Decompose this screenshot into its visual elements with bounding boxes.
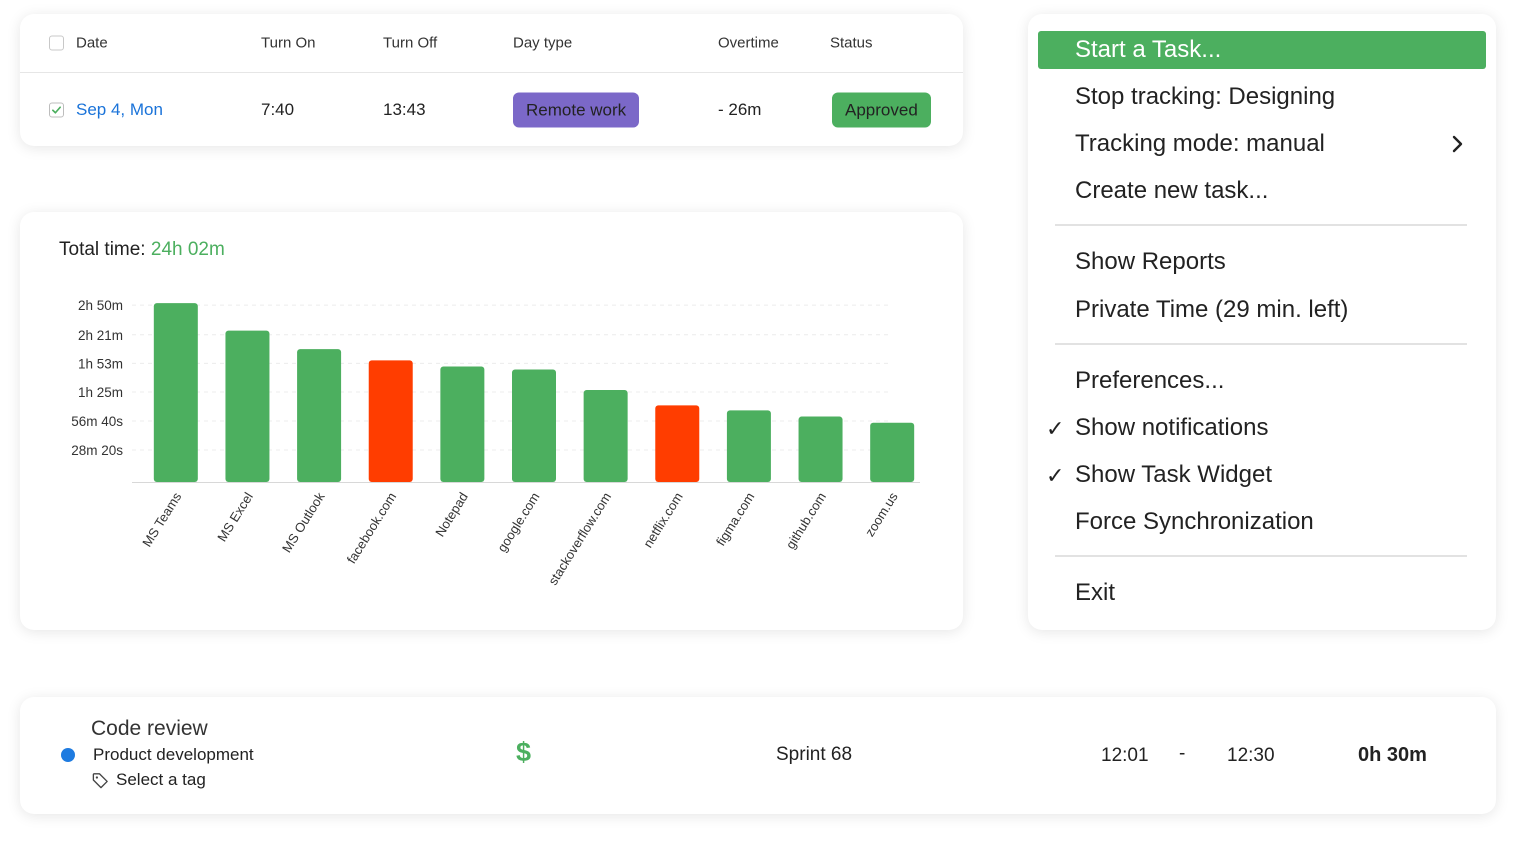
menu-item-show-notifications[interactable]: ✓ Show notifications <box>1038 409 1486 447</box>
tray-context-menu: Start a Task... Stop tracking: Designing… <box>1028 14 1496 630</box>
header-turn-off[interactable]: Turn Off <box>383 34 438 52</box>
table-row[interactable]: Sep 4, Mon 7:40 13:43 Remote work - 26m … <box>20 74 963 146</box>
x-tick-label: google.com <box>494 490 542 555</box>
bar[interactable] <box>153 303 198 482</box>
time-separator: - <box>1179 743 1186 764</box>
header-day-type[interactable]: Day type <box>513 34 573 52</box>
bar[interactable] <box>583 389 628 482</box>
x-tick-label: netflix.com <box>640 490 686 551</box>
select-all-checkbox[interactable] <box>49 35 64 51</box>
project-color-dot <box>61 748 75 762</box>
menu-item-create-task[interactable]: Create new task... <box>1038 172 1486 210</box>
task-project[interactable]: Product development <box>93 745 254 764</box>
menu-item-label: Show Reports <box>1075 248 1226 275</box>
menu-item-force-sync[interactable]: Force Synchronization <box>1038 503 1486 541</box>
x-tick-label: Notepad <box>432 490 471 540</box>
menu-divider <box>1055 555 1467 557</box>
menu-item-label: Show Task Widget <box>1075 461 1272 488</box>
x-tick-label: zoom.us <box>862 489 901 539</box>
x-tick-label: facebook.com <box>344 490 400 567</box>
tag-icon <box>92 772 108 788</box>
menu-item-preferences[interactable]: Preferences... <box>1038 362 1486 400</box>
x-tick-label: stackoverflow.com <box>545 490 614 588</box>
x-tick-label: github.com <box>783 490 829 552</box>
checkmark-icon: ✓ <box>1046 463 1065 488</box>
app-usage-chart-card: Total time: 24h 02m 28m 20s 56m 40s 1h 25m… <box>20 212 963 630</box>
bar[interactable] <box>655 405 700 482</box>
header-date[interactable]: Date <box>76 34 108 52</box>
bar[interactable] <box>512 369 556 482</box>
menu-item-show-task-widget[interactable]: ✓ Show Task Widget <box>1038 456 1486 494</box>
task-entry-row[interactable]: Code review Product development Select a… <box>20 697 1496 814</box>
y-tick-label: 1h 53m <box>78 356 123 371</box>
menu-item-exit[interactable]: Exit <box>1038 574 1486 612</box>
task-sprint[interactable]: Sprint 68 <box>776 744 853 765</box>
x-tick-label: MS Excel <box>214 490 256 545</box>
tag-selector[interactable]: Select a tag <box>91 770 206 790</box>
row-overtime: - 26m <box>718 100 762 119</box>
menu-item-label: Stop tracking: Designing <box>1075 83 1336 110</box>
checkmark-icon <box>52 106 61 114</box>
day-type-badge[interactable]: Remote work <box>513 92 640 128</box>
task-duration: 0h 30m <box>1358 744 1427 766</box>
menu-item-label: Exit <box>1075 579 1116 606</box>
bar[interactable] <box>870 422 915 482</box>
bar[interactable] <box>225 330 270 482</box>
task-start-time[interactable]: 12:01 <box>1101 745 1149 766</box>
row-date-link[interactable]: Sep 4, Mon <box>76 100 163 119</box>
row-checkbox[interactable] <box>49 102 64 118</box>
tag-placeholder: Select a tag <box>116 770 206 789</box>
y-tick-label: 28m 20s <box>71 443 123 458</box>
header-turn-on[interactable]: Turn On <box>261 34 316 52</box>
y-tick-label: 2h 21m <box>78 328 123 343</box>
menu-item-label: Show notifications <box>1075 414 1269 441</box>
bar[interactable] <box>440 366 485 482</box>
menu-item-show-reports[interactable]: Show Reports <box>1038 243 1486 281</box>
header-overtime[interactable]: Overtime <box>718 34 779 52</box>
chevron-right-icon <box>1452 135 1463 153</box>
menu-item-tracking-mode[interactable]: Tracking mode: manual <box>1038 125 1486 163</box>
status-badge[interactable]: Approved <box>832 92 931 128</box>
checkmark-icon: ✓ <box>1046 416 1065 441</box>
menu-item-start-task[interactable]: Start a Task... <box>1038 31 1486 69</box>
bar[interactable] <box>798 416 843 482</box>
menu-item-stop-tracking[interactable]: Stop tracking: Designing <box>1038 78 1486 116</box>
billable-dollar-icon[interactable]: $ <box>516 737 532 767</box>
x-tick-label: figma.com <box>713 490 757 549</box>
total-time-value: 24h 02m <box>150 239 225 260</box>
task-end-time[interactable]: 12:30 <box>1227 745 1275 766</box>
menu-divider <box>1055 343 1467 345</box>
bar[interactable] <box>297 349 342 482</box>
y-tick-label: 2h 50m <box>78 298 123 313</box>
task-title[interactable]: Code review <box>91 717 208 740</box>
bar-chart: 28m 20s 56m 40s 1h 25m 1h 53m 2h 21m 2h 50m MS… <box>71 298 920 588</box>
total-time: Total time: 24h 02m <box>59 239 225 261</box>
menu-item-label: Start a Task... <box>1075 36 1222 63</box>
header-status[interactable]: Status <box>830 34 873 52</box>
menu-item-label: Preferences... <box>1075 367 1225 394</box>
menu-item-label: Create new task... <box>1075 177 1269 204</box>
x-tick-label: MS Outlook <box>279 489 328 555</box>
menu-item-label: Force Synchronization <box>1075 508 1314 535</box>
menu-item-private-time[interactable]: Private Time (29 min. left) <box>1038 291 1486 329</box>
bar[interactable] <box>368 360 413 482</box>
y-tick-label: 56m 40s <box>71 414 123 429</box>
row-turn-on: 7:40 <box>261 100 295 119</box>
total-time-label: Total time: <box>59 239 146 260</box>
menu-divider <box>1055 224 1467 226</box>
bar[interactable] <box>726 410 771 482</box>
y-tick-label: 1h 25m <box>78 385 123 400</box>
attendance-table: Date Turn On Turn Off Day type Overtime … <box>20 14 963 146</box>
table-header-row: Date Turn On Turn Off Day type Overtime … <box>20 14 963 73</box>
row-turn-off: 13:43 <box>383 100 426 119</box>
x-tick-label: MS Teams <box>139 489 184 549</box>
menu-item-label: Private Time (29 min. left) <box>1075 296 1349 323</box>
menu-item-label: Tracking mode: manual <box>1075 130 1325 157</box>
